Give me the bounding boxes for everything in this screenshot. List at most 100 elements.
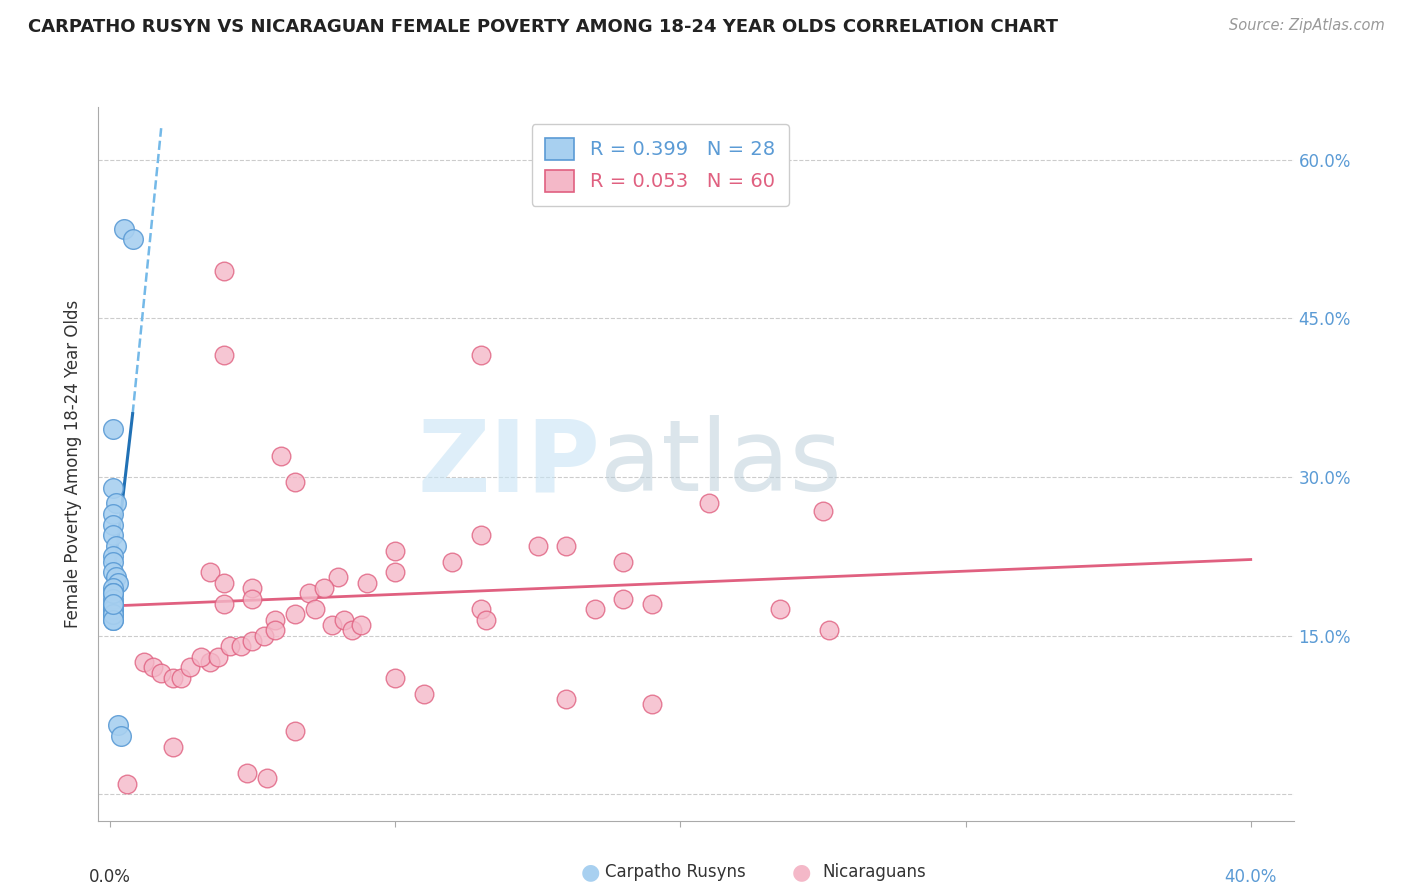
Point <box>441 555 464 569</box>
Point <box>384 565 406 579</box>
Point <box>264 624 287 638</box>
Point <box>242 591 264 606</box>
Text: ●: ● <box>792 863 811 882</box>
Point <box>235 766 257 780</box>
Point <box>190 649 212 664</box>
Text: atlas: atlas <box>600 416 842 512</box>
Point <box>470 528 492 542</box>
Point <box>115 777 138 791</box>
Point <box>179 660 201 674</box>
Point <box>104 570 127 584</box>
Point <box>555 692 578 706</box>
Point <box>350 618 373 632</box>
Point <box>356 575 378 590</box>
Point <box>101 602 124 616</box>
Point <box>150 665 173 680</box>
Point <box>470 602 492 616</box>
Point <box>101 565 124 579</box>
Point <box>332 613 354 627</box>
Point <box>697 496 720 510</box>
Point <box>304 602 326 616</box>
Point <box>256 772 278 786</box>
Point <box>326 570 349 584</box>
Point <box>101 591 124 606</box>
Point <box>101 581 124 595</box>
Point <box>162 671 184 685</box>
Point <box>132 655 155 669</box>
Point <box>101 613 124 627</box>
Point <box>107 718 129 732</box>
Point <box>101 586 124 600</box>
Text: Source: ZipAtlas.com: Source: ZipAtlas.com <box>1229 18 1385 33</box>
Point <box>207 649 229 664</box>
Point <box>526 539 548 553</box>
Point <box>242 581 264 595</box>
Point <box>342 624 364 638</box>
Point <box>412 687 434 701</box>
Point <box>817 624 839 638</box>
Text: ZIP: ZIP <box>418 416 600 512</box>
Point <box>555 539 578 553</box>
Point <box>612 591 634 606</box>
Point <box>470 349 492 363</box>
Point <box>321 618 343 632</box>
Point <box>112 221 135 235</box>
Point <box>101 597 124 611</box>
Point <box>218 639 240 653</box>
Point <box>110 729 132 743</box>
Point <box>101 517 124 532</box>
Point <box>583 602 606 616</box>
Point <box>212 349 235 363</box>
Point <box>769 602 792 616</box>
Text: Nicaraguans: Nicaraguans <box>823 863 927 881</box>
Point <box>101 586 124 600</box>
Point <box>101 555 124 569</box>
Point <box>284 475 307 490</box>
Point <box>384 671 406 685</box>
Point <box>104 539 127 553</box>
Point <box>162 739 184 754</box>
Point <box>101 602 124 616</box>
Point <box>142 660 165 674</box>
Point <box>198 655 221 669</box>
Point <box>270 449 292 463</box>
Point <box>107 575 129 590</box>
Point <box>101 481 124 495</box>
Point <box>229 639 252 653</box>
Point <box>101 597 124 611</box>
Point <box>101 607 124 622</box>
Legend: R = 0.399   N = 28, R = 0.053   N = 60: R = 0.399 N = 28, R = 0.053 N = 60 <box>531 124 789 206</box>
Point <box>101 422 124 436</box>
Text: Carpatho Rusyns: Carpatho Rusyns <box>605 863 745 881</box>
Point <box>312 581 335 595</box>
Point <box>101 507 124 521</box>
Text: 0.0%: 0.0% <box>89 868 131 887</box>
Point <box>101 528 124 542</box>
Point <box>212 597 235 611</box>
Text: ●: ● <box>581 863 600 882</box>
Point <box>811 504 834 518</box>
Point <box>212 264 235 278</box>
Point <box>212 575 235 590</box>
Y-axis label: Female Poverty Among 18-24 Year Olds: Female Poverty Among 18-24 Year Olds <box>65 300 83 628</box>
Point <box>284 723 307 738</box>
Point <box>641 698 664 712</box>
Point <box>384 544 406 558</box>
Point <box>101 607 124 622</box>
Point <box>298 586 321 600</box>
Point <box>284 607 307 622</box>
Point <box>253 629 276 643</box>
Point <box>475 613 498 627</box>
Point <box>121 232 143 246</box>
Point <box>101 613 124 627</box>
Point <box>242 634 264 648</box>
Point <box>198 565 221 579</box>
Point <box>101 549 124 564</box>
Point <box>612 555 634 569</box>
Point <box>104 496 127 510</box>
Text: 40.0%: 40.0% <box>1225 868 1277 887</box>
Text: CARPATHO RUSYN VS NICARAGUAN FEMALE POVERTY AMONG 18-24 YEAR OLDS CORRELATION CH: CARPATHO RUSYN VS NICARAGUAN FEMALE POVE… <box>28 18 1059 36</box>
Point <box>264 613 287 627</box>
Point <box>641 597 664 611</box>
Point <box>170 671 193 685</box>
